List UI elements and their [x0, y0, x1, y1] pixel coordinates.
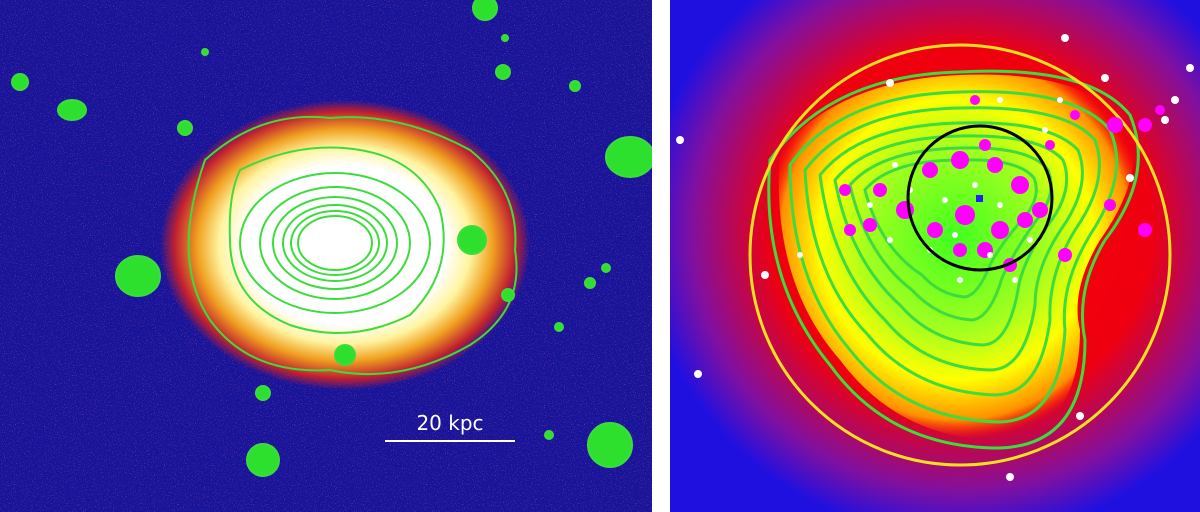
panel-gap — [652, 0, 670, 512]
magenta-members — [839, 95, 1165, 272]
right-panel — [670, 0, 1200, 512]
galaxy-contours — [187, 115, 518, 376]
scale-bar-label: 20 kpc — [416, 411, 483, 435]
yellow-aperture — [748, 43, 1172, 467]
left-panel: 20 kpc — [0, 0, 655, 512]
center-marker — [976, 195, 983, 202]
black-aperture — [906, 124, 1054, 272]
galaxy-core — [305, 223, 361, 263]
point-sources — [11, 0, 655, 477]
white-galaxies — [676, 34, 1194, 481]
map-contours — [767, 69, 1140, 450]
